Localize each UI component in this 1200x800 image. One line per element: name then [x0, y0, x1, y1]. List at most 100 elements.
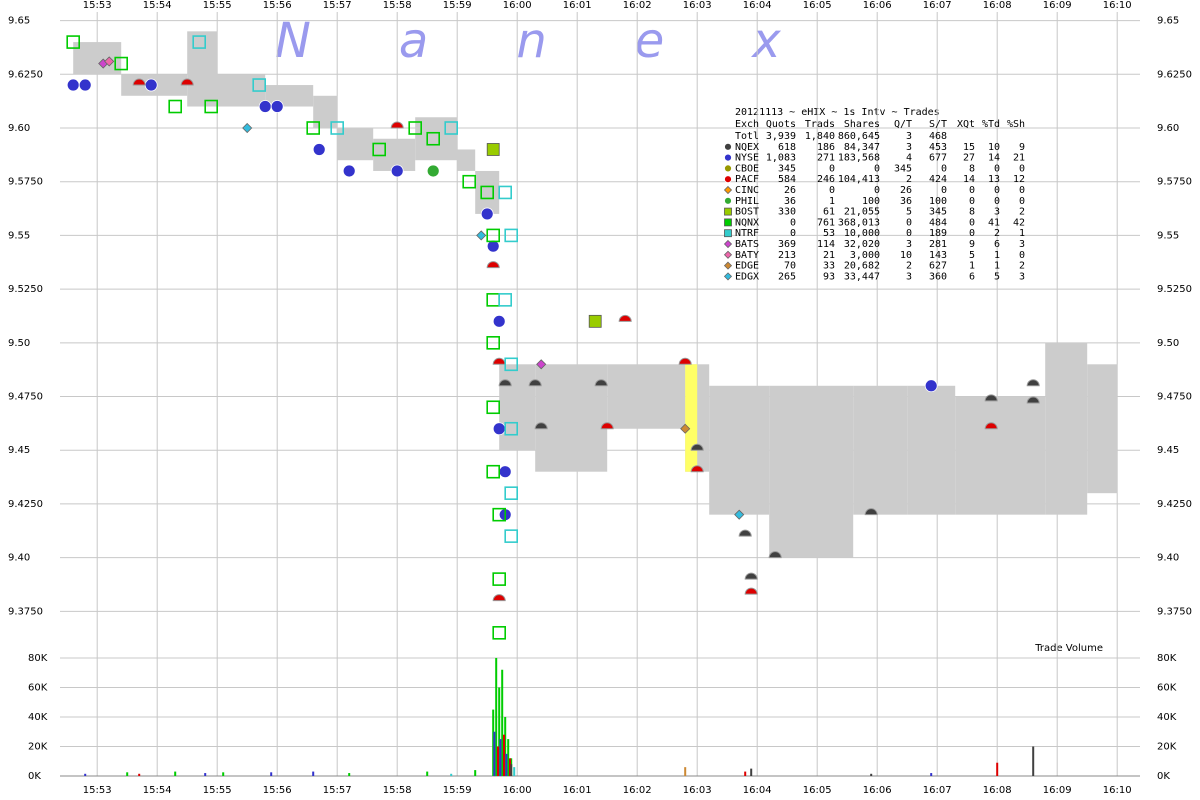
volume-bar — [474, 770, 477, 776]
table-cell: 1 — [1019, 228, 1025, 239]
table-cell: 27 — [963, 153, 975, 164]
volume-bar — [222, 772, 225, 776]
nbbo-step — [475, 170, 500, 214]
legend-marker — [724, 153, 732, 162]
volume-bar — [84, 773, 87, 776]
trade-marker — [984, 394, 998, 402]
y-tick-label: 40K — [1157, 712, 1177, 723]
trade-marker — [600, 422, 614, 430]
table-cell: 93 — [823, 271, 835, 282]
trade-marker — [528, 379, 542, 387]
volume-bar — [426, 771, 429, 776]
y-tick-label: 80K — [28, 653, 48, 664]
nbbo-step — [607, 364, 686, 429]
nbbo-step — [907, 385, 956, 515]
table-cell: 3,939 — [766, 131, 796, 142]
table-cell: 15 — [963, 142, 975, 153]
table-cell: 1,083 — [766, 153, 796, 164]
trade-marker — [252, 78, 266, 92]
trade-marker — [690, 465, 704, 473]
x-tick-label: 16:05 — [803, 0, 832, 11]
table-cell: 424 — [929, 174, 947, 185]
table-cell: 345 — [894, 163, 912, 174]
nbbo-step — [499, 364, 536, 451]
y-tick-label: 0K — [28, 771, 41, 782]
volume-bar — [174, 771, 177, 776]
trade-marker — [372, 142, 387, 157]
volume-bar — [497, 746, 499, 776]
x-tick-label: 15:54 — [143, 785, 172, 796]
trade-marker — [492, 422, 506, 436]
table-header: Quots — [766, 119, 796, 130]
legend-title: 20121113 ~ eHIX ~ 1s Intv ~ Trades — [735, 107, 940, 118]
table-cell: 265 — [778, 271, 796, 282]
table-cell: 53 — [823, 228, 835, 239]
table-cell: 189 — [929, 228, 947, 239]
y-tick-label: 9.40 — [8, 553, 30, 564]
table-cell: 2 — [1019, 261, 1025, 272]
volume-bar — [348, 773, 351, 776]
table-cell: 0 — [969, 217, 975, 228]
legend-entry: EDGE — [735, 261, 759, 272]
table-cell: 1 — [994, 250, 1000, 261]
table-cell: 2 — [994, 228, 1000, 239]
trade-marker — [330, 121, 345, 135]
table-cell: 114 — [817, 239, 835, 250]
y-tick-label: 9.60 — [1157, 123, 1179, 134]
trade-marker — [104, 56, 115, 67]
table-cell: 61 — [823, 207, 835, 218]
x-tick-label: 15:53 — [83, 0, 112, 11]
volume-bar — [1032, 746, 1035, 776]
legend-marker — [723, 239, 733, 249]
table-cell: 13 — [988, 174, 1000, 185]
nbbo-step — [457, 149, 476, 171]
trade-marker — [168, 99, 182, 114]
y-tick-label: 60K — [1157, 682, 1177, 693]
table-header: S/T — [929, 119, 947, 130]
trade-marker — [204, 99, 218, 114]
table-cell: 21 — [823, 250, 835, 261]
volume-bar — [507, 739, 510, 776]
x-tick-label: 16:02 — [623, 0, 652, 11]
table-cell: 627 — [929, 261, 947, 272]
x-tick-label: 15:56 — [263, 0, 292, 11]
x-tick-label: 16:06 — [863, 785, 892, 796]
x-tick-label: 15:55 — [203, 0, 232, 11]
x-tick-label: 16:07 — [923, 785, 952, 796]
table-cell: 41 — [988, 217, 1000, 228]
table-cell: 330 — [778, 207, 796, 218]
nbbo-step — [853, 385, 908, 515]
volume-bar — [510, 764, 513, 776]
trade-marker — [498, 293, 513, 307]
table-cell: 0 — [874, 185, 880, 196]
x-tick-label: 15:57 — [323, 0, 352, 11]
table-cell: 0 — [1019, 250, 1025, 261]
trade-marker — [492, 507, 507, 522]
nbbo-step — [187, 31, 218, 107]
table-header: Shares — [844, 119, 880, 130]
trade-marker — [492, 357, 506, 365]
legend-entry: EDGX — [735, 271, 759, 282]
y-tick-label: 9.5250 — [1157, 284, 1192, 295]
trade-marker — [588, 314, 602, 328]
table-header: XQt — [957, 119, 975, 130]
table-cell: 100 — [862, 196, 880, 207]
legend-marker — [724, 164, 732, 173]
legend-marker — [724, 207, 732, 216]
nbbo-step — [535, 364, 608, 472]
volume-bar — [270, 772, 273, 776]
x-tick-label: 16:10 — [1103, 785, 1132, 796]
trade-marker — [426, 164, 440, 178]
table-cell: 33 — [823, 261, 835, 272]
y-tick-label: 9.4250 — [8, 499, 43, 510]
table-cell: 281 — [929, 239, 947, 250]
y-tick-label: 20K — [1157, 741, 1177, 752]
trade-marker — [486, 261, 500, 269]
table-cell: 14 — [988, 153, 1000, 164]
volume-bar — [503, 734, 505, 776]
legend-marker — [724, 196, 732, 205]
table-cell: 0 — [994, 196, 1000, 207]
trade-marker — [426, 131, 441, 146]
trade-marker — [486, 464, 501, 479]
y-tick-label: 9.6250 — [8, 69, 43, 80]
